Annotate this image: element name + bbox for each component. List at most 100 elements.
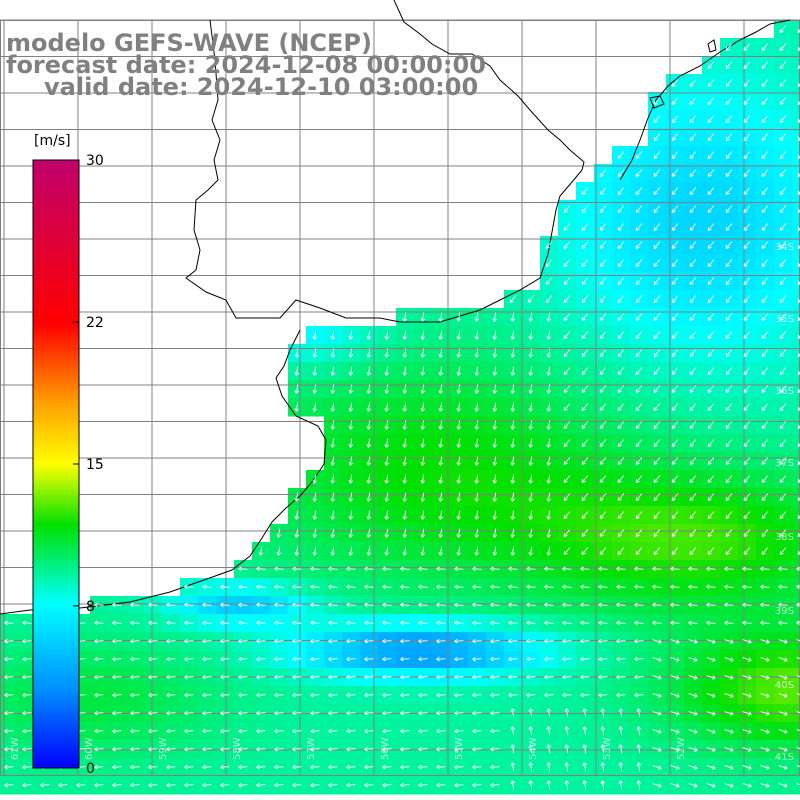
wind-arrow	[510, 708, 515, 718]
wind-arrow	[202, 674, 212, 680]
wind-arrow	[330, 510, 335, 520]
wind-arrow	[346, 674, 356, 680]
wind-arrow	[653, 97, 661, 105]
wind-arrow	[330, 474, 335, 484]
wind-arrow	[779, 439, 787, 447]
wind-arrow	[635, 547, 643, 555]
wind-arrow	[4, 674, 14, 680]
latitude-label: 36S	[775, 386, 794, 397]
wind-arrow	[528, 762, 533, 772]
wind-arrow	[599, 223, 607, 231]
wind-arrow	[400, 728, 410, 734]
wind-arrow	[725, 169, 733, 177]
wind-arrow	[202, 728, 212, 734]
latitude-label: 34S	[775, 242, 794, 253]
wind-arrow	[779, 169, 787, 177]
wind-arrow	[581, 259, 589, 267]
wind-arrow	[256, 710, 266, 716]
wind-arrow	[418, 620, 428, 626]
wind-arrow	[779, 205, 787, 213]
wind-arrow	[4, 656, 14, 662]
longitude-label: 58W	[232, 737, 243, 760]
wind-arrow	[490, 746, 500, 752]
longitude-label: 60W	[84, 737, 95, 760]
wind-arrow	[456, 474, 461, 484]
wind-arrow	[689, 349, 697, 357]
wind-arrow	[346, 602, 356, 608]
wind-arrow	[418, 584, 428, 590]
wind-arrow	[22, 656, 32, 662]
wind-arrow	[563, 259, 571, 267]
wind-arrow	[545, 277, 553, 285]
wind-arrow	[238, 620, 248, 626]
wind-arrow	[490, 638, 500, 644]
wind-speed-cell	[792, 110, 800, 129]
wind-arrow	[330, 348, 335, 358]
wind-arrow	[238, 638, 248, 644]
wind-arrow	[635, 259, 643, 267]
wind-arrow	[436, 782, 446, 788]
wind-arrow	[761, 187, 769, 195]
wind-arrow	[652, 675, 662, 680]
wind-arrow	[546, 402, 551, 412]
wind-arrow	[400, 710, 410, 716]
wind-arrow	[328, 746, 338, 752]
wind-speed-cell	[792, 218, 800, 237]
wind-arrow	[761, 385, 769, 393]
wind-arrow	[706, 657, 716, 662]
wind-arrow	[382, 746, 392, 752]
wind-arrow	[580, 602, 590, 608]
wind-arrow	[761, 259, 769, 267]
longitude-label: 52W	[676, 737, 687, 760]
wind-arrow	[4, 764, 14, 770]
wind-arrow	[366, 366, 371, 376]
wind-arrow	[689, 295, 697, 303]
wind-arrow	[761, 277, 769, 285]
wind-arrow	[562, 656, 572, 662]
wind-arrow	[384, 510, 389, 520]
wind-arrow	[294, 546, 299, 556]
wind-arrow	[456, 492, 461, 502]
wind-arrow	[725, 403, 733, 411]
wind-arrow	[778, 765, 788, 770]
wind-arrow	[635, 169, 643, 177]
wind-arrow	[778, 729, 788, 734]
wind-arrow	[202, 746, 212, 752]
wind-arrow	[635, 349, 643, 357]
wind-arrow	[743, 421, 751, 429]
wind-arrow	[688, 657, 698, 662]
wind-arrow	[706, 675, 716, 680]
wind-arrow	[779, 421, 787, 429]
wind-arrow	[112, 656, 122, 662]
wind-arrow	[760, 765, 770, 770]
wind-arrow	[617, 187, 625, 195]
wind-arrow	[635, 277, 643, 285]
wind-arrow	[689, 529, 697, 537]
wind-arrow	[202, 656, 212, 662]
wind-arrow	[600, 744, 605, 754]
wind-arrow	[653, 187, 661, 195]
wind-arrow	[348, 384, 353, 394]
wind-arrow	[546, 780, 551, 790]
wind-arrow	[652, 747, 662, 752]
wind-arrow	[274, 584, 284, 590]
wind-arrow	[130, 692, 140, 698]
wind-arrow	[258, 546, 263, 556]
wind-arrow	[508, 602, 518, 608]
wind-arrow	[490, 620, 500, 626]
wind-arrow	[310, 782, 320, 788]
wind-arrow	[707, 313, 715, 321]
wind-arrow	[707, 169, 715, 177]
wind-arrow	[492, 456, 497, 466]
wind-arrow	[166, 620, 176, 626]
wind-arrow	[599, 439, 607, 447]
wind-arrow	[564, 780, 569, 790]
wind-arrow	[545, 259, 553, 267]
wind-arrow	[779, 187, 787, 195]
wind-arrow	[348, 456, 353, 466]
wind-arrow	[778, 783, 788, 788]
wind-arrow	[438, 474, 443, 484]
wind-arrow	[366, 420, 371, 430]
wind-arrow	[580, 638, 590, 644]
